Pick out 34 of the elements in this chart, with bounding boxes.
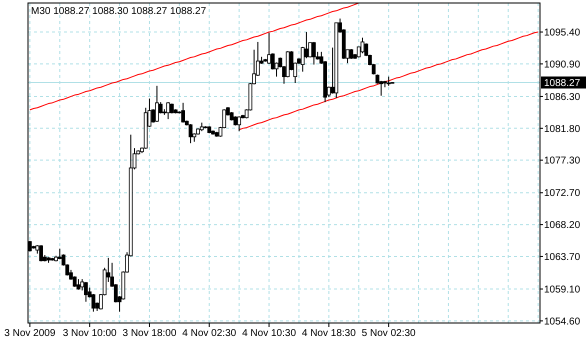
line-series — [238, 32, 539, 130]
y-tick-label: 1063.70 — [544, 252, 581, 263]
y-tick-label: 1068.20 — [544, 220, 581, 232]
x-tick-label: 5 Nov 02:30 — [362, 328, 416, 339]
y-tick-label: 1095.40 — [544, 28, 581, 39]
y-tick-label: 1059.10 — [544, 284, 581, 296]
y-tick-label: 1090.90 — [544, 59, 581, 70]
candlestick — [188, 124, 192, 144]
candlestick — [349, 48, 354, 60]
y-tick-label: 1072.70 — [544, 188, 581, 200]
candlestick — [155, 85, 159, 122]
candlestick — [360, 37, 364, 54]
candlestick — [386, 76, 391, 86]
candlestick — [312, 41, 316, 66]
y-tick-label: 1077.30 — [544, 156, 581, 167]
y-tick-label: 1054.60 — [544, 316, 581, 328]
candlestick — [80, 278, 84, 291]
x-tick-label: 3 Nov 2009 — [4, 328, 56, 339]
x-tick-label: 4 Nov 02:30 — [182, 328, 237, 339]
y-tick-label: 1086.30 — [544, 92, 581, 103]
candlestick — [84, 281, 88, 302]
x-tick-label: 4 Nov 10:30 — [242, 328, 296, 339]
x-tick-label: 3 Nov 18:00 — [122, 328, 177, 339]
ref-line-label: 1088.27 — [544, 78, 581, 90]
y-tick-label: 1081.80 — [544, 124, 581, 135]
candlestick — [166, 102, 170, 120]
candlestick — [181, 102, 185, 124]
candlestick — [237, 116, 242, 132]
line-series — [29, 3, 360, 110]
candlestick — [170, 103, 174, 114]
x-tick-label: 4 Nov 18:30 — [302, 328, 356, 339]
x-tick-label: 3 Nov 10:00 — [62, 328, 118, 339]
candlestick — [39, 244, 43, 262]
chart-title: M30 1088.27 1088.30 1088.27 1088.27 — [31, 6, 207, 17]
